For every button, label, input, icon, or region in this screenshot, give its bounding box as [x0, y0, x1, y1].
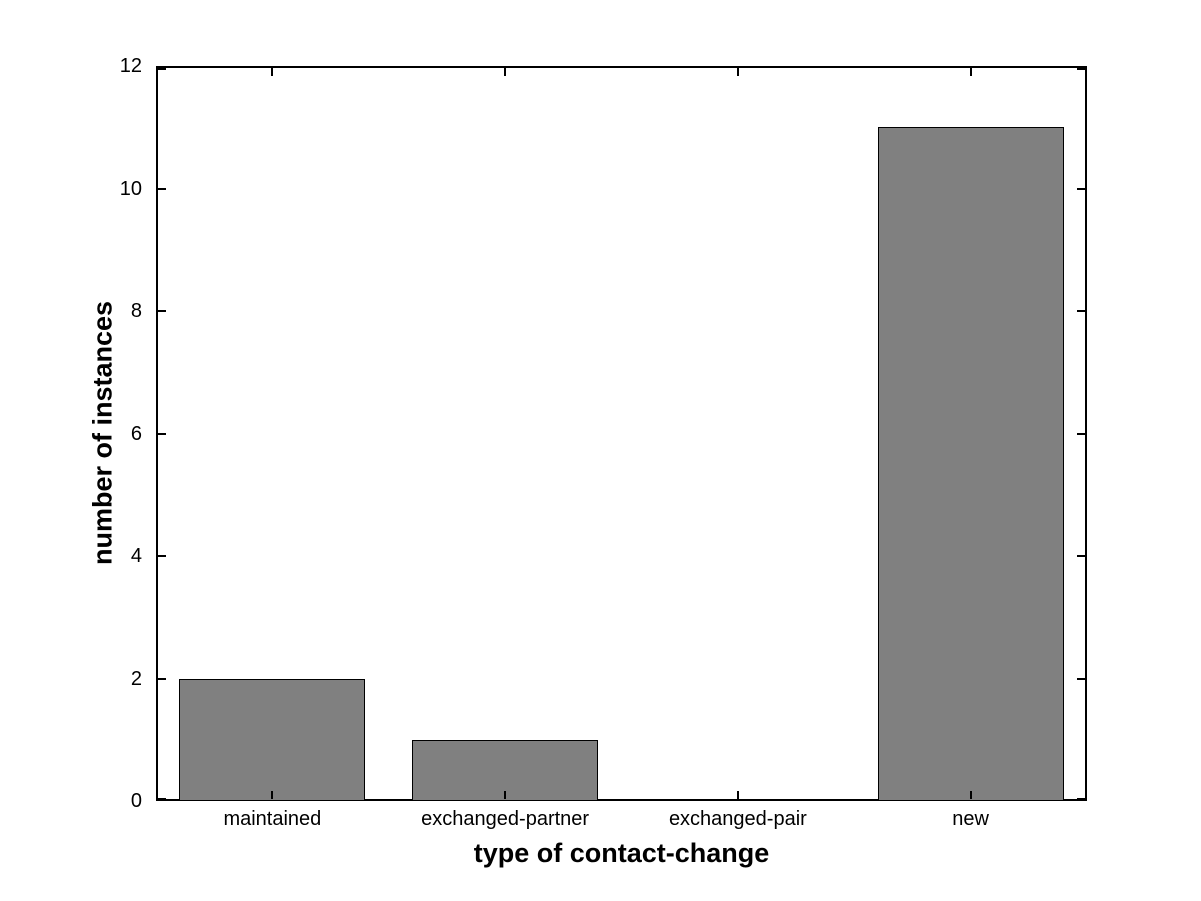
x-tick-bottom [271, 791, 274, 799]
y-tick-left [158, 432, 166, 435]
y-tick-left [158, 310, 166, 312]
y-tick-label: 10 [119, 177, 142, 200]
x-tick-bottom [736, 791, 739, 799]
x-tick-bottom [504, 791, 507, 799]
plot-area [156, 66, 1087, 801]
x-tick-top [736, 68, 739, 76]
bar-maintained [179, 678, 366, 801]
y-tick-left [158, 187, 166, 190]
y-tick-label: 2 [130, 667, 142, 690]
y-tick-label: 4 [130, 545, 142, 567]
x-tick-top [504, 68, 507, 76]
x-tick-label-exchanged-pair: exchanged-pair [668, 808, 807, 830]
bar-new [877, 127, 1064, 801]
y-tick-right [1077, 310, 1085, 312]
y-tick-right [1077, 432, 1085, 435]
y-tick-right [1077, 555, 1085, 557]
x-tick-label-new: new [952, 808, 989, 830]
x-tick-label-exchanged-partner: exchanged-partner [421, 808, 590, 830]
y-tick-left [158, 677, 166, 680]
y-tick-label: 0 [130, 790, 142, 812]
y-tick-left [158, 68, 166, 70]
y-tick-label: 8 [130, 300, 142, 322]
y-tick-left [158, 798, 166, 800]
y-tick-label: 12 [119, 55, 142, 77]
y-tick-right [1077, 68, 1085, 70]
x-tick-top [969, 68, 972, 76]
y-tick-left [158, 555, 166, 557]
x-tick-bottom [969, 791, 972, 799]
x-axis-label: type of contact-change [473, 838, 770, 868]
y-tick-right [1077, 798, 1085, 800]
x-tick-top [271, 68, 274, 76]
y-tick-right [1077, 677, 1085, 680]
y-tick-right [1077, 187, 1085, 190]
x-tick-label-maintained: maintained [223, 808, 322, 830]
bar-exchanged-partner [412, 739, 599, 801]
y-tick-label: 6 [130, 422, 142, 445]
